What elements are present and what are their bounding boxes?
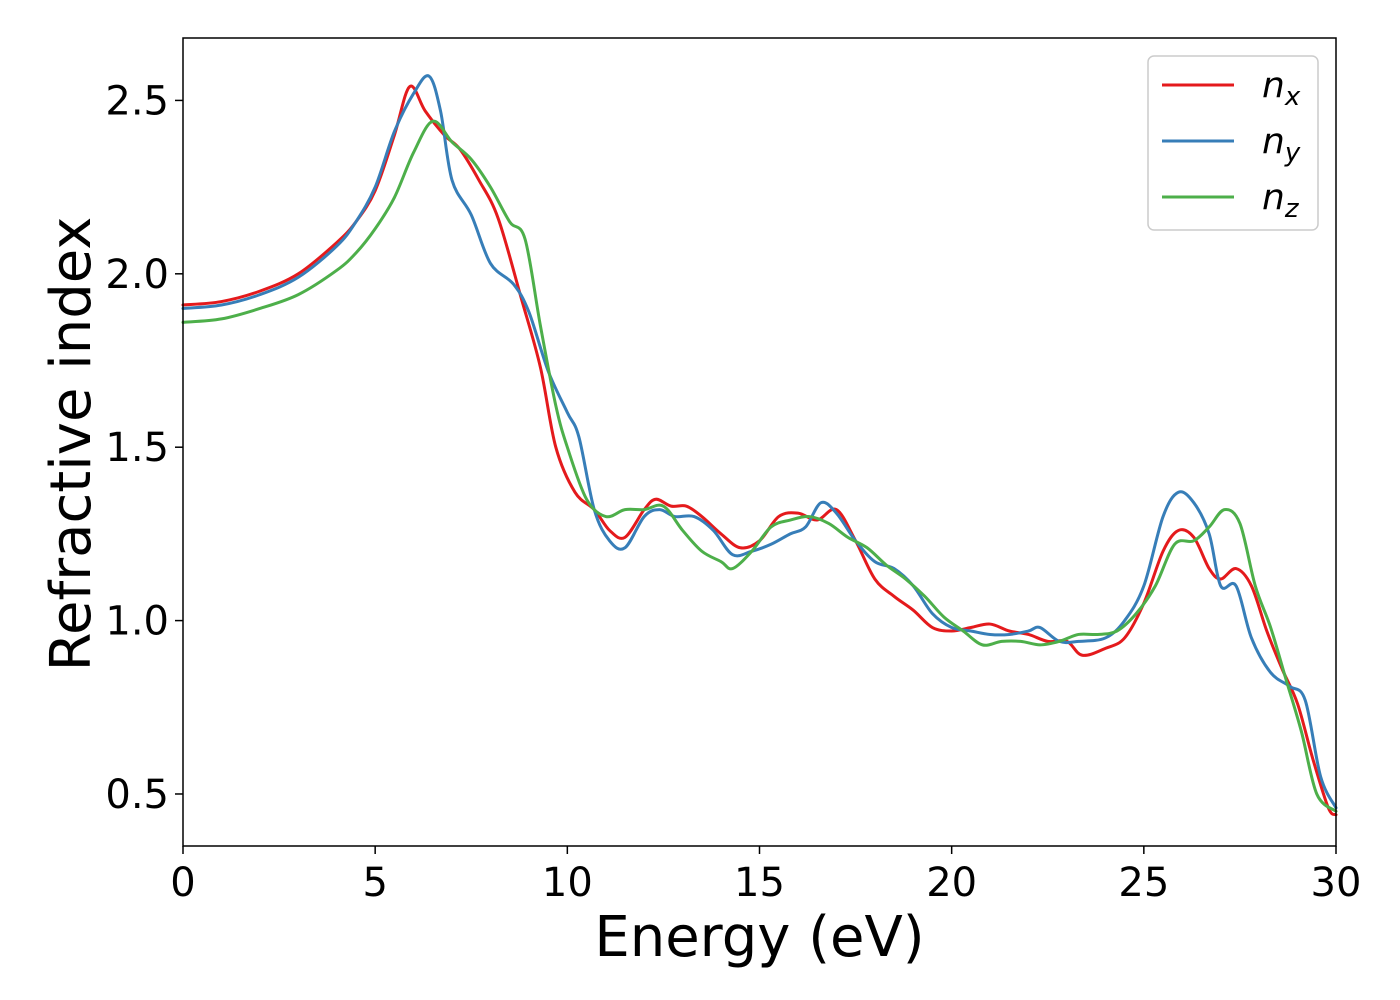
x-axis: 0 5 10 15 20 25 30: [170, 846, 1361, 906]
legend: nx ny nz: [1147, 55, 1319, 231]
y-tick-label: 1.5: [105, 425, 169, 471]
legend-label-nz: nz: [1262, 177, 1300, 224]
x-axis-title: Energy (eV): [594, 905, 924, 970]
x-tick-label: 0: [170, 860, 195, 906]
series-layer: [181, 74, 1338, 817]
legend-box: [1147, 55, 1319, 231]
y-tick-label: 1.0: [105, 599, 169, 645]
series-line-ny: [181, 74, 1338, 810]
x-tick-label: 25: [1118, 860, 1169, 906]
y-tick-label: 2.5: [105, 78, 169, 124]
x-tick-label: 5: [362, 860, 387, 906]
legend-label-nx: nx: [1262, 65, 1301, 112]
series-line-nz: [181, 119, 1338, 813]
x-tick-label: 30: [1311, 860, 1362, 906]
y-tick-label: 0.5: [105, 772, 169, 818]
y-axis-title: Refractive index: [39, 217, 104, 672]
x-tick-label: 20: [926, 860, 977, 906]
y-tick-label: 2.0: [105, 252, 169, 298]
x-tick-label: 10: [542, 860, 593, 906]
x-tick-label: 15: [734, 860, 785, 906]
y-axis: 0.5 1.0 1.5 2.0 2.5: [105, 78, 183, 818]
legend-label-ny: ny: [1262, 121, 1301, 168]
